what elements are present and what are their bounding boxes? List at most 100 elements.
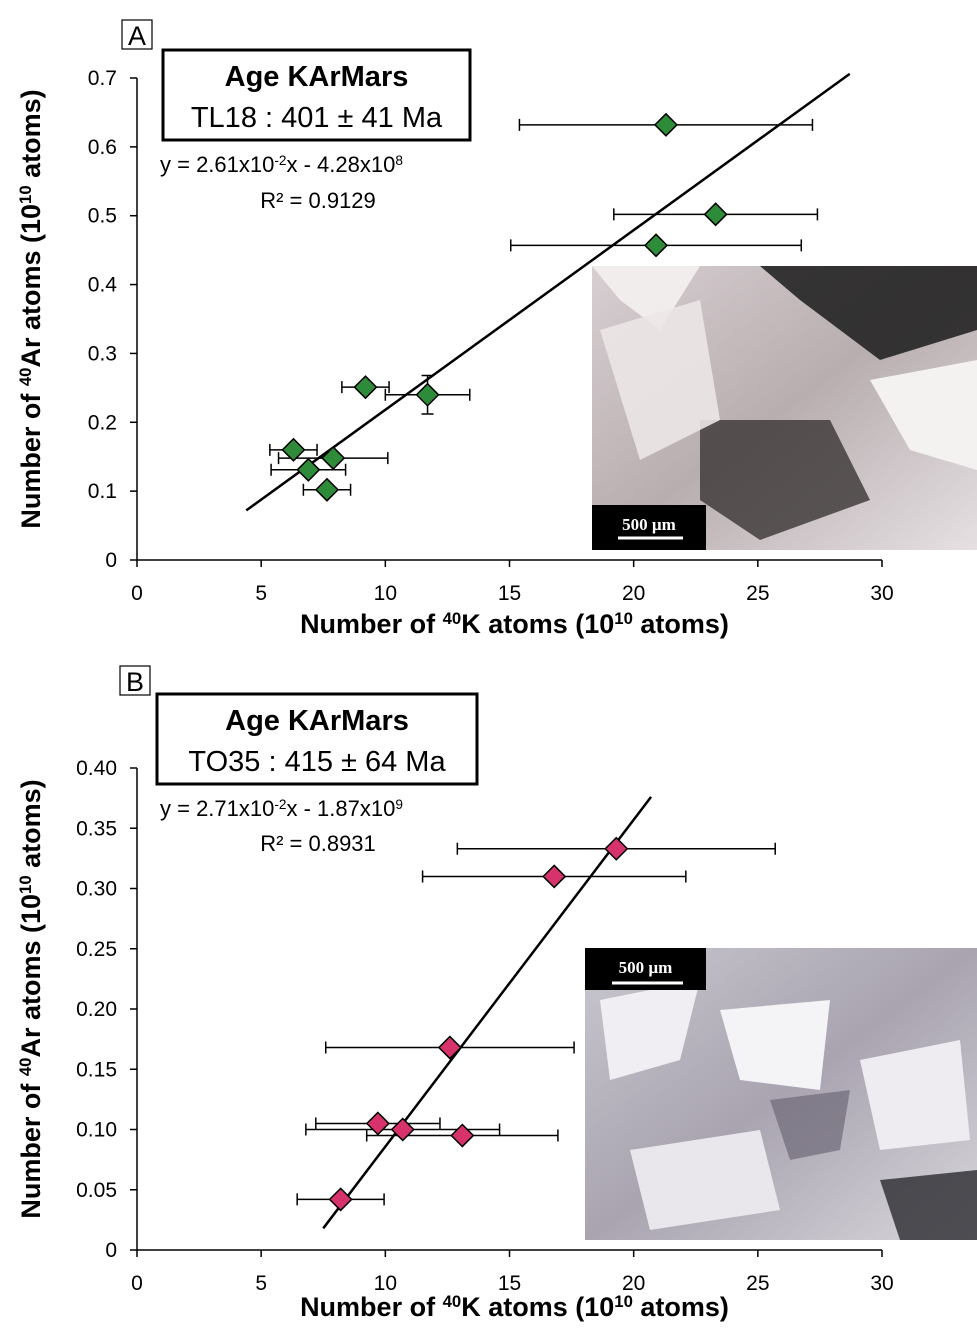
data-point: [281, 437, 306, 462]
trend-equation-part: 9: [395, 797, 403, 812]
y-tick-label: 0.30: [76, 878, 117, 901]
y-tick-label: 0: [105, 1239, 117, 1262]
data-point: [437, 1035, 462, 1060]
data-point: [321, 446, 346, 471]
y-tick-label: 0.3: [88, 342, 117, 365]
y-axis-title-part: 40: [16, 368, 35, 387]
data-point: [390, 1117, 415, 1142]
panel-label: A: [128, 21, 146, 51]
panel-label: B: [126, 667, 144, 697]
y-axis-title: Number of 40Ar atoms (1010 atoms): [16, 779, 47, 1218]
x-tick-label: 15: [498, 582, 521, 605]
trend-equation: y = 2.71x10-2x - 1.87x109: [160, 796, 403, 821]
x-axis-title-part: atoms): [633, 1292, 729, 1322]
x-axis-title-part: K atoms (10: [461, 609, 614, 639]
age-box-subtitle: TO35 : 415 ± 64 Ma: [188, 746, 446, 778]
y-tick-label: 0.20: [76, 998, 117, 1021]
age-box: [155, 692, 479, 786]
data-point: [653, 112, 679, 137]
x-tick-label: 10: [374, 582, 397, 605]
photo-inset: [585, 948, 977, 1240]
y-axis-title-part: atoms): [16, 89, 46, 185]
x-tick-label: 30: [870, 1272, 893, 1295]
y-tick-label: 0.15: [76, 1058, 117, 1081]
r-squared: R² = 0.9129: [260, 188, 376, 213]
x-tick-label: 5: [255, 1272, 267, 1295]
x-tick-label: 25: [746, 1272, 769, 1295]
panel-label-box: [121, 19, 153, 50]
x-axis-title: Number of 40K atoms (1010 atoms): [300, 609, 729, 640]
trend-equation-part: y = 2.71x10: [160, 796, 274, 821]
trend-equation-part: -2: [274, 797, 286, 812]
y-tick-label: 0: [105, 549, 117, 572]
age-box-subtitle: TL18 : 401 ± 41 Ma: [191, 102, 443, 134]
trend-equation-part: x - 1.87x10: [287, 796, 396, 821]
y-tick-label: 0.5: [88, 205, 117, 228]
x-axis-title: Number of 40K atoms (1010 atoms): [300, 1292, 729, 1323]
x-tick-label: 15: [498, 1272, 521, 1295]
data-point: [604, 836, 629, 861]
trendline: [322, 796, 653, 1230]
data-point: [314, 477, 340, 502]
y-tick-label: 0.7: [88, 67, 117, 90]
y-axis-title-part: 40: [16, 1058, 35, 1077]
x-tick-label: 0: [131, 582, 143, 605]
age-box-title: Age KArMars: [225, 61, 409, 93]
x-tick-label: 10: [374, 1272, 397, 1295]
x-axis-title-part: 40: [443, 609, 462, 628]
y-tick-label: 0.6: [88, 136, 117, 159]
y-axis-title: Number of 40Ar atoms (1010 atoms): [16, 89, 47, 528]
data-point: [328, 1187, 353, 1212]
y-tick-label: 0.2: [88, 411, 117, 434]
x-tick-label: 30: [870, 582, 893, 605]
data-point: [542, 864, 567, 889]
scale-bar-label: 500 µm: [619, 958, 673, 977]
x-tick-label: 20: [622, 1272, 645, 1295]
x-axis-title-part: Number of: [300, 1292, 443, 1322]
y-axis-title-part: atoms): [16, 779, 46, 875]
y-tick-label: 0.1: [88, 480, 117, 503]
x-axis-title-part: Number of: [300, 609, 443, 639]
data-point: [703, 202, 728, 227]
x-axis-title-part: 10: [614, 609, 633, 628]
x-axis-title-part: atoms): [633, 609, 729, 639]
y-axis-title-part: Ar atoms (10: [16, 894, 46, 1058]
trend-equation: y = 2.61x10-2x - 4.28x108: [160, 152, 403, 177]
y-tick-label: 0.4: [88, 274, 118, 297]
age-box-title: Age KArMars: [225, 705, 409, 737]
x-axis-title-part: K atoms (10: [461, 1292, 614, 1322]
data-point: [296, 457, 321, 482]
y-tick-label: 0.10: [76, 1119, 117, 1142]
trend-equation-part: y = 2.61x10: [160, 152, 274, 177]
scale-bar-label: 500 µm: [622, 515, 676, 534]
x-axis-title-part: 40: [443, 1292, 462, 1311]
trendline: [245, 72, 851, 512]
y-axis-title-part: 10: [16, 875, 35, 894]
y-tick-label: 0.05: [76, 1179, 117, 1202]
data-point: [365, 1111, 390, 1136]
y-axis-title-part: Ar atoms (10: [16, 204, 46, 368]
x-tick-label: 20: [622, 582, 645, 605]
data-point: [450, 1123, 475, 1148]
age-box: [161, 48, 472, 142]
y-axis-title-part: Number of: [16, 386, 46, 529]
r-squared: R² = 0.8931: [260, 831, 376, 856]
y-axis-title-part: Number of: [16, 1076, 46, 1219]
x-tick-label: 25: [746, 582, 769, 605]
y-axis-title-part: 10: [16, 185, 35, 204]
photo-inset: [592, 266, 977, 550]
trend-equation-part: 8: [395, 153, 403, 168]
y-tick-label: 0.35: [76, 817, 117, 840]
panel-label-box: [119, 665, 151, 696]
x-tick-label: 0: [131, 1272, 143, 1295]
x-tick-label: 5: [255, 582, 267, 605]
data-point: [353, 375, 378, 400]
trend-equation-part: x - 4.28x10: [287, 152, 396, 177]
data-point: [415, 382, 440, 407]
data-point: [643, 233, 669, 258]
trend-equation-part: -2: [274, 153, 286, 168]
x-axis-title-part: 10: [614, 1292, 633, 1311]
y-tick-label: 0.25: [76, 938, 117, 961]
